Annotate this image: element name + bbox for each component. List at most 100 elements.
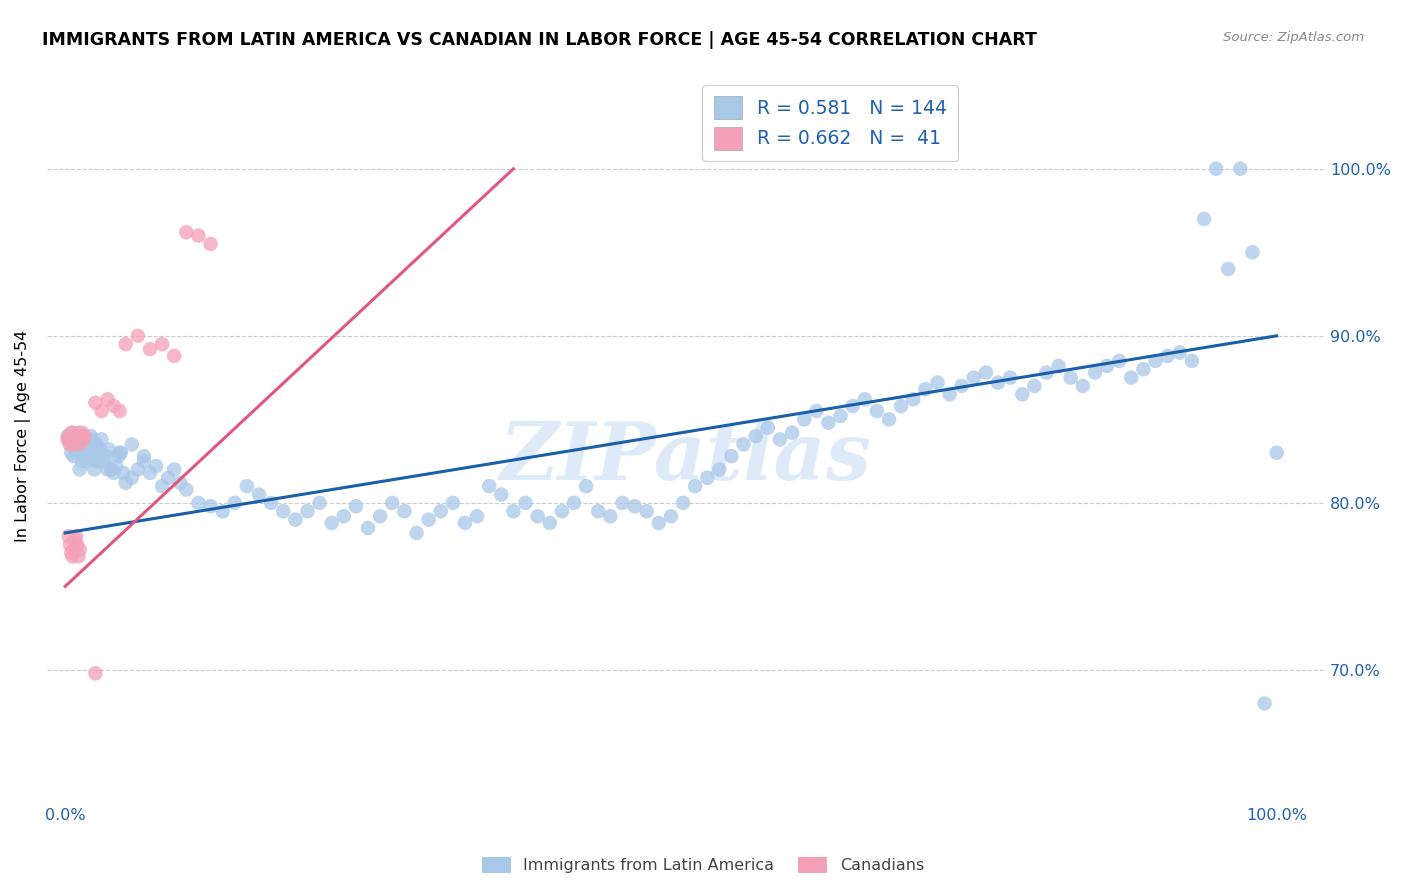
Point xyxy=(950,379,973,393)
Point xyxy=(58,433,80,447)
Legend: Immigrants from Latin America, Canadians: Immigrants from Latin America, Canadians xyxy=(475,850,931,880)
Point xyxy=(176,225,198,239)
Point xyxy=(69,542,91,557)
Point xyxy=(169,475,191,490)
Point xyxy=(90,433,112,447)
Point xyxy=(107,449,129,463)
Point xyxy=(150,479,173,493)
Point xyxy=(58,529,80,543)
Point xyxy=(93,454,115,468)
Point xyxy=(247,487,270,501)
Point xyxy=(150,830,173,844)
Point xyxy=(67,549,90,564)
Point xyxy=(73,429,96,443)
Point xyxy=(112,466,135,480)
Point xyxy=(72,437,94,451)
Point xyxy=(429,504,451,518)
Point xyxy=(284,513,307,527)
Point xyxy=(121,437,143,451)
Point xyxy=(1060,370,1083,384)
Point xyxy=(108,446,131,460)
Point xyxy=(1144,354,1167,368)
Point xyxy=(806,404,828,418)
Point xyxy=(974,366,997,380)
Point xyxy=(127,462,149,476)
Point xyxy=(65,442,87,457)
Point xyxy=(79,429,101,443)
Point xyxy=(110,446,132,460)
Point xyxy=(157,833,180,847)
Point xyxy=(62,425,84,440)
Point xyxy=(769,433,792,447)
Point xyxy=(297,504,319,518)
Point xyxy=(139,466,162,480)
Point xyxy=(121,471,143,485)
Point xyxy=(108,404,131,418)
Point xyxy=(200,236,222,251)
Point xyxy=(114,475,136,490)
Point xyxy=(830,409,852,423)
Point xyxy=(1265,446,1288,460)
Point xyxy=(145,459,167,474)
Point xyxy=(780,425,803,440)
Point xyxy=(526,509,548,524)
Point xyxy=(132,454,155,468)
Point xyxy=(187,228,209,243)
Point xyxy=(623,500,645,514)
Point xyxy=(132,449,155,463)
Point xyxy=(1229,161,1251,176)
Point xyxy=(63,533,86,547)
Point xyxy=(1011,387,1033,401)
Point xyxy=(1121,370,1143,384)
Point xyxy=(56,433,79,447)
Point xyxy=(90,404,112,418)
Point xyxy=(551,504,574,518)
Point xyxy=(344,500,367,514)
Point xyxy=(998,370,1021,384)
Point xyxy=(659,509,682,524)
Point xyxy=(672,496,695,510)
Point xyxy=(1156,349,1178,363)
Point xyxy=(63,437,86,451)
Point xyxy=(211,504,233,518)
Point xyxy=(733,437,755,451)
Point xyxy=(67,437,90,451)
Point xyxy=(793,412,815,426)
Point xyxy=(368,509,391,524)
Point xyxy=(84,395,107,409)
Y-axis label: In Labor Force | Age 45-54: In Labor Force | Age 45-54 xyxy=(15,330,31,542)
Point xyxy=(465,509,488,524)
Point xyxy=(75,442,97,457)
Point xyxy=(127,328,149,343)
Point xyxy=(62,449,84,463)
Point xyxy=(103,399,125,413)
Text: ZIPatlas: ZIPatlas xyxy=(501,419,872,497)
Point xyxy=(63,429,86,443)
Point xyxy=(187,496,209,510)
Point xyxy=(84,666,107,681)
Point xyxy=(59,437,82,451)
Point xyxy=(84,454,107,468)
Point xyxy=(69,462,91,476)
Point xyxy=(58,429,80,443)
Point xyxy=(150,337,173,351)
Point xyxy=(60,546,83,560)
Point xyxy=(903,392,925,407)
Point xyxy=(157,471,180,485)
Point xyxy=(1035,366,1057,380)
Point xyxy=(1205,161,1227,176)
Point xyxy=(96,462,118,476)
Point xyxy=(62,437,84,451)
Point xyxy=(1253,697,1275,711)
Point xyxy=(454,516,477,530)
Point xyxy=(87,446,110,460)
Point xyxy=(914,382,936,396)
Point xyxy=(394,504,416,518)
Point xyxy=(60,425,83,440)
Point xyxy=(66,429,89,443)
Point xyxy=(890,399,912,413)
Point xyxy=(562,496,585,510)
Point xyxy=(418,513,440,527)
Point xyxy=(114,337,136,351)
Point xyxy=(139,342,162,356)
